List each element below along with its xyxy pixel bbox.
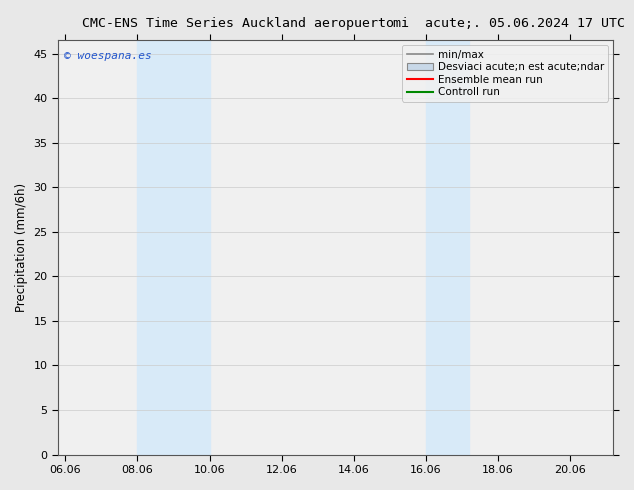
Text: © woespana.es: © woespana.es [63, 50, 152, 61]
Legend: min/max, Desviaci acute;n est acute;ndar, Ensemble mean run, Controll run: min/max, Desviaci acute;n est acute;ndar… [403, 46, 608, 101]
Bar [138, 40, 210, 455]
Text: mi  acute;. 05.06.2024 17 UTC: mi acute;. 05.06.2024 17 UTC [393, 17, 625, 30]
Text: CMC-ENS Time Series Auckland aeropuerto: CMC-ENS Time Series Auckland aeropuerto [82, 17, 394, 30]
Y-axis label: Precipitation (mm/6h): Precipitation (mm/6h) [15, 183, 28, 312]
Bar [426, 40, 469, 455]
